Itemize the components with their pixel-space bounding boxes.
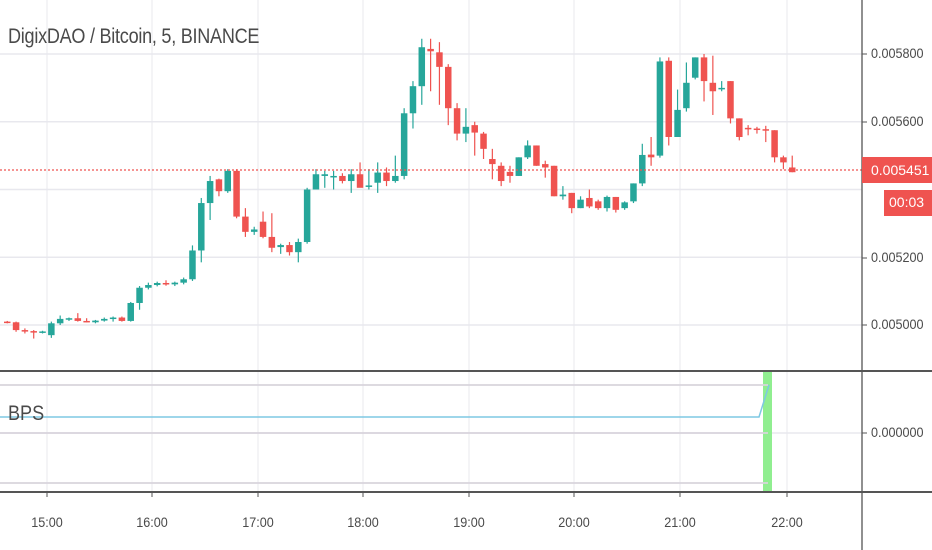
last-price-badge: 0.005451: [862, 157, 932, 183]
time-tick-label: 22:00: [771, 514, 803, 530]
time-tick-label: 18:00: [347, 514, 379, 530]
symbol-title: DigixDAO / Bitcoin, 5, BINANCE: [8, 25, 260, 48]
price-tick-label: 0.005800: [871, 45, 924, 61]
bar-countdown-badge: 00:03: [884, 190, 932, 216]
candlestick-series: [4, 38, 796, 339]
time-tick-label: 20:00: [558, 514, 590, 530]
indicator-label: BPS: [8, 402, 45, 425]
indicator-axis-label: 0.000000: [871, 424, 924, 440]
time-tick-label: 19:00: [453, 514, 485, 530]
time-tick-label: 21:00: [664, 514, 696, 530]
time-tick-label: 15:00: [31, 514, 63, 530]
price-tick-label: 0.005200: [871, 249, 924, 265]
time-tick-label: 16:00: [136, 514, 168, 530]
price-tick-label: 0.005600: [871, 113, 924, 129]
price-tick-label: 0.005000: [871, 316, 924, 332]
bps-indicator-pane: [0, 372, 772, 492]
time-tick-label: 17:00: [242, 514, 274, 530]
